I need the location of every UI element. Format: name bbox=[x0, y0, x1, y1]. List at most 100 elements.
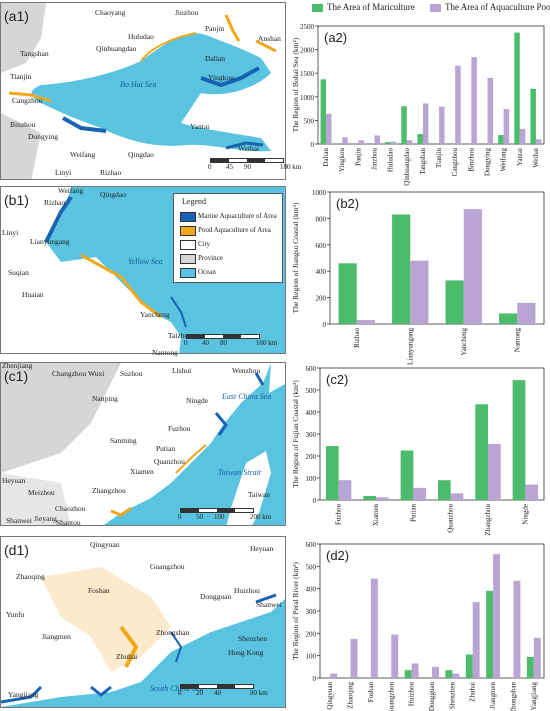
city-label: Qingdao bbox=[100, 190, 126, 199]
chart-c2-svg: 0 100 200 300 400 500 600 (c2) The Region of Fuj… bbox=[291, 365, 545, 536]
bar-aquaculture-pond bbox=[338, 480, 352, 500]
city-label: Heyuan bbox=[2, 476, 26, 485]
city-label: Chaozhou bbox=[55, 504, 86, 513]
legend-city-label: City bbox=[198, 240, 211, 248]
city-label: Dalian bbox=[205, 54, 225, 63]
sea-label: Taiwan Strait bbox=[218, 468, 262, 477]
x-tick-label: Qinhuangdao bbox=[403, 148, 411, 186]
bar-aquaculture-pond bbox=[450, 493, 464, 500]
plot-frame bbox=[319, 367, 545, 501]
city-label: Qinhuangdao bbox=[96, 44, 137, 53]
city-label: Huaian bbox=[22, 290, 44, 299]
scale-bar-tick: 90 bbox=[244, 163, 251, 171]
city-label: Foshan bbox=[88, 586, 110, 595]
chart-panel-label: (a2) bbox=[324, 30, 347, 45]
bar-aquaculture-pond bbox=[413, 487, 427, 500]
chart-b2: 0 200 400 600 800 1000 (b2) The Region of Jiang… bbox=[290, 186, 550, 365]
bar-aquaculture-pond bbox=[463, 209, 482, 324]
y-tick-label: 200 bbox=[306, 453, 317, 461]
map-c1-svg bbox=[1, 363, 285, 525]
x-tick-label: Xiamen bbox=[372, 504, 380, 527]
y-tick-label: 400 bbox=[306, 409, 317, 417]
legend-city-swatch bbox=[180, 240, 196, 250]
bar-mariculture bbox=[401, 106, 407, 144]
legend-ocean-swatch bbox=[180, 268, 196, 278]
x-tick-label: Huludao bbox=[387, 148, 395, 173]
city-label: Sanming bbox=[110, 436, 137, 445]
sea-label: Yellow Sea bbox=[128, 257, 163, 266]
x-tick-label: Nantong bbox=[513, 328, 521, 353]
x-tick-label: Dongying bbox=[484, 148, 492, 177]
city-label: Weifang bbox=[70, 150, 96, 159]
city-label: Yunfu bbox=[6, 610, 25, 619]
scale-bar-tick: 100 bbox=[214, 513, 225, 521]
city-label: Dongguan bbox=[200, 592, 232, 601]
chart-panel-label: (d2) bbox=[326, 548, 349, 563]
city-label: Zhuhai bbox=[116, 652, 138, 661]
city-label: Huludao bbox=[128, 32, 154, 41]
bar-mariculture bbox=[445, 670, 453, 678]
city-label: Lianyungang bbox=[30, 237, 70, 246]
scale-bar: 0 50 100 200 km bbox=[178, 508, 271, 522]
bar-mariculture bbox=[404, 670, 412, 678]
scale-bar-line bbox=[180, 684, 254, 689]
bar-mariculture bbox=[363, 496, 376, 500]
y-tick-label: 1500 bbox=[300, 70, 315, 78]
x-tick-label: Zhangzhou bbox=[484, 504, 492, 536]
x-tick-label: Yancheng bbox=[460, 328, 468, 356]
chart-a2: 0 500 1000 1500 2000 2500 (a2) The Region of Bo… bbox=[290, 18, 550, 186]
y-tick-label: 400 bbox=[306, 586, 317, 594]
scale-bar-tick: 180 km bbox=[280, 163, 302, 171]
bar-aquaculture-pond bbox=[330, 673, 338, 678]
bar-aquaculture-pond bbox=[535, 139, 542, 144]
city-label: Cangzhou bbox=[12, 96, 43, 105]
city-label: Anshan bbox=[258, 34, 281, 43]
bar-aquaculture-pond bbox=[422, 103, 429, 144]
scale-bar-line bbox=[210, 158, 284, 163]
y-tick-label: 600 bbox=[306, 541, 317, 549]
city-label: Meizhou bbox=[28, 488, 55, 497]
scale-bar-tick: 40 bbox=[214, 689, 221, 697]
bar-aquaculture-pond bbox=[356, 320, 375, 324]
city-label: Chaoyang bbox=[95, 8, 126, 17]
bar-aquaculture-pond bbox=[350, 638, 358, 678]
city-label: Quanzhou bbox=[154, 457, 185, 466]
bar-mariculture bbox=[320, 79, 327, 144]
legend-marine-swatch bbox=[180, 212, 196, 222]
y-tick-label: 400 bbox=[316, 268, 327, 276]
scale-bar-tick: 0 bbox=[178, 513, 182, 521]
city-label: Dongying bbox=[28, 132, 58, 141]
y-tick-label: 600 bbox=[306, 365, 317, 373]
y-tick-label: 2500 bbox=[300, 23, 315, 31]
legend-province-label: Province bbox=[198, 254, 223, 262]
y-axis-label: The Region of Bohai Sea (km²) bbox=[291, 37, 300, 132]
map-panel-label: (b1) bbox=[4, 192, 29, 208]
city-label: Taizhou bbox=[168, 331, 193, 340]
bar-aquaculture-pond bbox=[439, 106, 445, 144]
bar-aquaculture-pond bbox=[471, 57, 477, 144]
bar-mariculture bbox=[475, 404, 488, 500]
bar-mariculture bbox=[338, 263, 357, 324]
bar-aquaculture-pond bbox=[411, 663, 419, 678]
plot-frame bbox=[317, 25, 545, 145]
bar-aquaculture-pond bbox=[390, 141, 397, 144]
city-label: Nanping bbox=[92, 394, 118, 403]
bar-aquaculture-pond bbox=[342, 137, 348, 144]
map-panel-label: (d1) bbox=[4, 542, 29, 558]
bar-aquaculture-pond bbox=[525, 484, 539, 500]
city-label: Tangshan bbox=[20, 49, 49, 58]
map-d1-svg bbox=[1, 537, 285, 707]
map-fujian-coast bbox=[0, 362, 286, 526]
bar-aquaculture-pond bbox=[358, 140, 364, 144]
x-tick-label: Zhaoqing bbox=[347, 682, 355, 709]
bar-aquaculture-pond bbox=[391, 634, 399, 678]
city-label: Rizhao bbox=[44, 198, 66, 207]
chart-d2: 0 100 200 300 400 500 600 (d2) The Region of Per… bbox=[290, 534, 550, 711]
map-panel-label: (c1) bbox=[4, 368, 29, 384]
city-label: Shantou bbox=[56, 518, 81, 527]
y-tick-label: 300 bbox=[306, 431, 317, 439]
bar-aquaculture-pond bbox=[432, 666, 439, 678]
bar-mariculture bbox=[512, 380, 526, 500]
bar-aquaculture-pond bbox=[533, 637, 541, 678]
bar-aquaculture-pond bbox=[488, 443, 501, 500]
